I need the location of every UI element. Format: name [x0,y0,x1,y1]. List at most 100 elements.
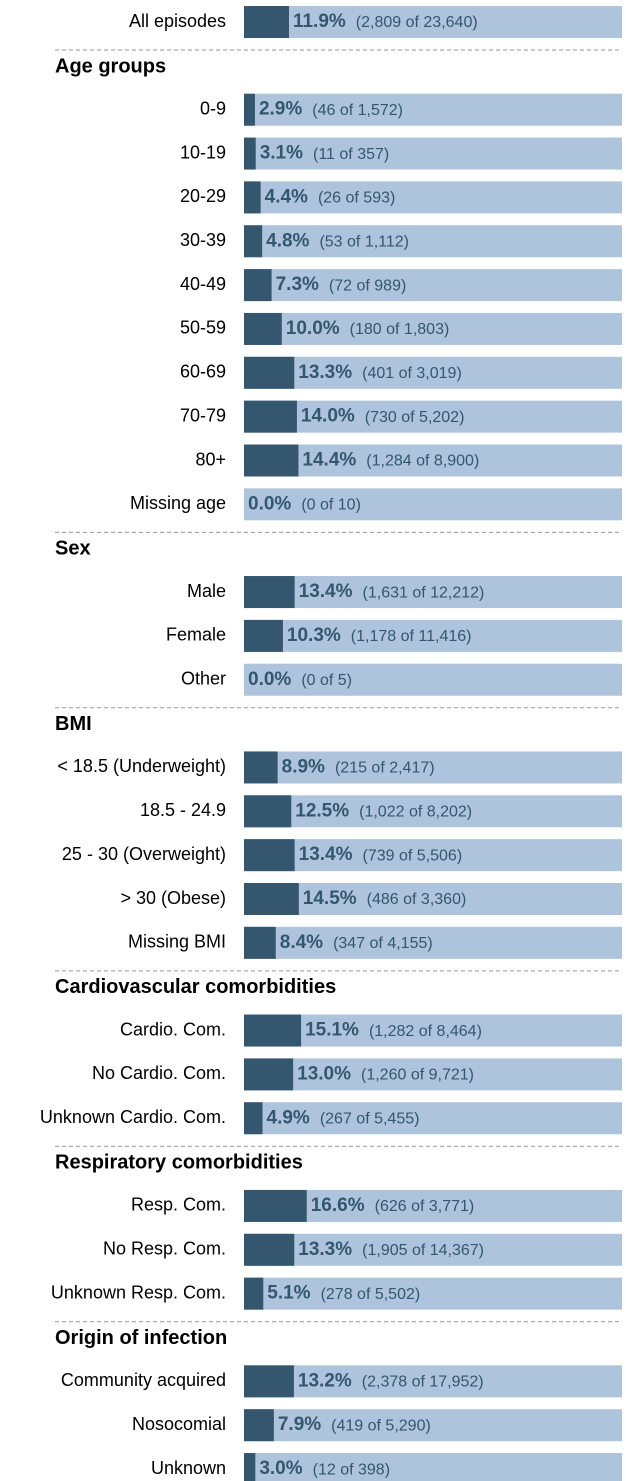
count-label: (1,022 of 8,202) [359,804,472,821]
count-label: (11 of 357) [313,146,389,163]
bar [244,1014,302,1047]
count-label: (419 of 5,290) [331,1417,431,1434]
bar-track [244,6,622,38]
value-label: 4.4% [265,186,308,207]
bar [244,1453,256,1481]
value-label: 0.0% [248,493,291,514]
bar-track [244,883,622,915]
value-label: 16.6% [311,1195,365,1216]
row-label: 18.5 - 24.9 [140,800,226,820]
row-label: No Cardio. Com. [92,1063,226,1083]
row-label: Unknown Cardio. Com. [40,1107,226,1127]
row-label: All episodes [129,11,226,31]
value-label: 3.1% [260,143,303,164]
bar [244,1365,294,1398]
value-label: 4.8% [266,230,309,251]
group-heading: BMI [55,713,92,735]
row-label: 30-39 [180,230,226,250]
count-label: (401 of 3,019) [362,365,462,382]
count-label: (739 of 5,506) [363,847,463,864]
row-label: Other [181,669,226,689]
bar-track [244,795,622,828]
value-label: 2.9% [259,99,302,120]
value-label: 13.4% [299,581,353,602]
count-label: (26 of 593) [318,190,395,207]
group-heading: Sex [55,538,91,560]
bar-track [244,181,622,214]
bar [244,444,299,477]
bar-track [244,839,622,872]
count-label: (730 of 5,202) [365,409,465,426]
value-label: 4.9% [267,1107,310,1128]
bar [244,269,272,302]
group-heading: Origin of infection [55,1327,227,1349]
bar-track [244,1058,622,1091]
bar [244,137,256,170]
row-label: 80+ [195,449,226,469]
bar [244,883,299,915]
bar [244,795,292,828]
bar-track [244,356,622,389]
row-label: Missing BMI [128,932,226,952]
bar-track [244,576,622,609]
bar-track [244,488,622,521]
row-label: Missing age [130,493,226,513]
count-label: (486 of 3,360) [367,891,467,908]
value-label: 0.0% [248,669,291,690]
bar-track [244,663,622,696]
value-label: 5.1% [267,1283,310,1304]
value-label: 3.0% [259,1458,302,1479]
value-label: 13.4% [299,844,353,865]
bar-track [244,926,622,959]
bar-track [244,1102,622,1135]
group-heading: Cardiovascular comorbidities [55,976,336,998]
value-label: 14.5% [303,888,357,909]
row-label: Unknown [151,1458,226,1478]
bar-track [244,619,622,652]
bar [244,356,295,389]
count-label: (1,631 of 12,212) [363,584,485,601]
bar [244,1058,294,1091]
row-label: Resp. Com. [131,1195,226,1215]
bar [244,400,297,433]
bar [244,6,289,38]
row-label: > 30 (Obese) [120,888,226,908]
row-label: < 18.5 (Underweight) [57,756,226,776]
value-label: 15.1% [305,1020,359,1041]
row-label: 70-79 [180,405,226,425]
row-label: 20-29 [180,186,226,206]
count-label: (1,260 of 9,721) [361,1067,474,1084]
value-label: 13.2% [298,1370,352,1391]
value-label: 11.9% [293,11,346,32]
bar-track [244,1277,622,1310]
bar-track [244,1453,622,1481]
bar-track [244,312,622,345]
row-label: 40-49 [180,274,226,294]
value-label: 7.3% [276,274,319,295]
row-label: 50-59 [180,318,226,338]
count-label: (1,905 of 14,367) [362,1242,484,1259]
bar-track [244,137,622,170]
bar-track [244,751,622,784]
bar [244,1189,307,1222]
row-label: 60-69 [180,362,226,382]
bar-track [244,1189,622,1222]
count-label: (72 of 989) [329,277,406,294]
row-label: Nosocomial [132,1414,226,1434]
row-label: 25 - 30 (Overweight) [62,844,226,864]
value-label: 10.0% [286,318,340,339]
bar [244,1102,263,1135]
value-label: 8.9% [282,756,325,777]
count-label: (1,178 of 11,416) [351,628,472,645]
count-label: (53 of 1,112) [319,233,409,250]
value-label: 14.0% [301,406,355,427]
count-label: (1,282 of 8,464) [369,1023,482,1040]
row-label: Cardio. Com. [120,1019,226,1039]
bar [244,181,261,214]
row-label: 0-9 [200,98,226,118]
bar [244,576,295,609]
bar [244,1233,295,1266]
row-label: Female [166,625,226,645]
count-label: (347 of 4,155) [333,935,433,952]
bar [244,93,255,126]
